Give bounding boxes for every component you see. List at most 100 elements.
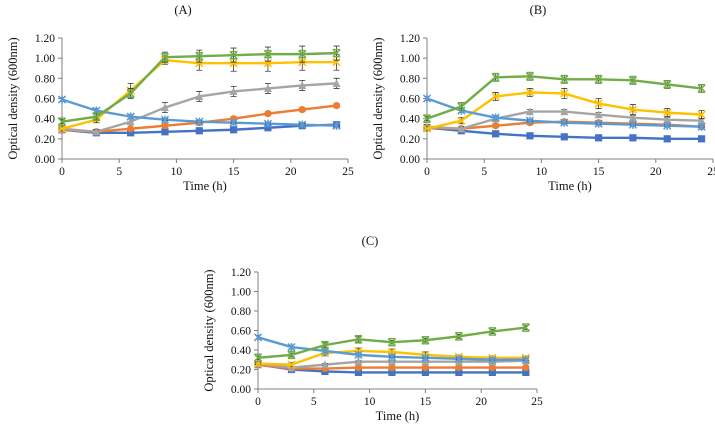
data-point: [594, 99, 603, 108]
data-point: [594, 119, 603, 128]
data-point: [160, 115, 170, 124]
data-point: [421, 368, 429, 377]
x-tick-label: 0: [255, 396, 261, 408]
series-6: [253, 323, 530, 363]
data-point: [298, 49, 307, 59]
data-point: [560, 133, 568, 141]
x-tick-label: 10: [536, 166, 548, 178]
data-point: [195, 127, 203, 135]
data-point: [287, 360, 296, 369]
data-point: [160, 52, 170, 62]
data-point: [560, 75, 569, 84]
data-point: [488, 363, 496, 372]
y-tick-label: 1.00: [35, 53, 55, 65]
data-point: [263, 119, 273, 128]
data-point: [560, 89, 569, 98]
data-point: [388, 363, 396, 372]
data-point: [697, 116, 706, 125]
data-point: [455, 368, 463, 377]
data-point: [422, 114, 432, 123]
y-tick-label: 1.20: [231, 267, 251, 279]
data-point: [522, 363, 530, 372]
data-point: [126, 89, 135, 98]
data-point: [488, 368, 496, 377]
x-tick-label: 10: [171, 166, 183, 178]
x-tick-label: 20: [475, 396, 487, 408]
series-6: [422, 71, 706, 123]
data-point: [332, 121, 341, 130]
data-point: [195, 92, 204, 101]
data-point: [525, 72, 535, 81]
data-point: [492, 122, 500, 130]
data-point: [526, 132, 534, 140]
data-point: [457, 116, 466, 125]
data-point: [521, 355, 530, 364]
series-5: [57, 95, 341, 130]
y-tick-label: 0.60: [231, 326, 251, 338]
data-point: [521, 323, 530, 332]
data-point: [354, 368, 363, 377]
y-tick-label: 0.00: [231, 384, 251, 396]
panel-label: (C): [362, 234, 379, 248]
y-tick-label: 0.40: [231, 345, 251, 357]
data-point: [92, 127, 101, 136]
data-point: [628, 105, 638, 114]
panel-c: (C) 0.00 0.20 0.40 0.60 0.80 1.00 1.20 0 5 10 15 20 2…: [202, 234, 543, 423]
y-tick-label: 0.20: [231, 365, 251, 377]
data-point: [287, 350, 296, 360]
data-point: [57, 95, 67, 104]
y-tick-label: 1.20: [35, 33, 55, 45]
data-point: [287, 342, 296, 352]
data-point: [263, 49, 273, 59]
data-point: [594, 110, 603, 119]
data-point: [332, 48, 341, 58]
data-point: [525, 116, 535, 125]
data-point: [697, 135, 706, 143]
data-point: [595, 134, 603, 142]
data-point: [422, 124, 432, 133]
data-point: [354, 357, 363, 366]
data-point: [126, 117, 135, 126]
x-tick-label: 20: [285, 166, 297, 178]
data-point: [421, 335, 430, 345]
y-tick-label: 0.00: [35, 154, 55, 166]
x-axis-title: Time (h): [548, 179, 592, 193]
x-axis-title: Time (h): [183, 179, 227, 193]
data-point: [697, 84, 706, 93]
x-tick-label: 5: [311, 396, 317, 408]
x-tick-label: 10: [364, 396, 376, 408]
data-point: [455, 363, 463, 372]
data-point: [560, 107, 569, 116]
y-tick-label: 0.60: [400, 94, 420, 106]
data-point: [57, 124, 67, 133]
data-point: [229, 118, 238, 127]
data-point: [354, 350, 363, 360]
data-point: [263, 84, 272, 93]
x-tick-label: 5: [481, 166, 487, 178]
data-point: [388, 368, 396, 377]
data-point: [663, 135, 671, 143]
data-point: [629, 134, 637, 142]
y-axis-title: Optical density (600nm): [202, 269, 216, 391]
data-point: [522, 368, 530, 377]
data-point: [387, 357, 396, 366]
panel-a: (A) 0.00 0.20 0.40 0.60 0.80 1.00 1.20 0 5 10 15 20 2…: [6, 3, 354, 193]
data-point: [628, 120, 638, 129]
panel-label: (A): [174, 3, 191, 17]
data-point: [264, 110, 272, 118]
data-point: [253, 353, 263, 363]
data-point: [525, 107, 534, 116]
y-tick-label: 0.40: [35, 114, 55, 126]
data-point: [488, 355, 497, 364]
y-tick-label: 1.20: [400, 33, 420, 45]
x-tick-label: 15: [228, 166, 240, 178]
data-point: [594, 75, 603, 84]
data-point: [57, 117, 67, 126]
data-point: [663, 108, 672, 117]
data-point: [491, 73, 500, 82]
data-point: [454, 332, 463, 341]
data-point: [195, 59, 204, 68]
data-point: [457, 124, 466, 133]
data-point: [160, 103, 169, 112]
data-point: [195, 117, 204, 126]
